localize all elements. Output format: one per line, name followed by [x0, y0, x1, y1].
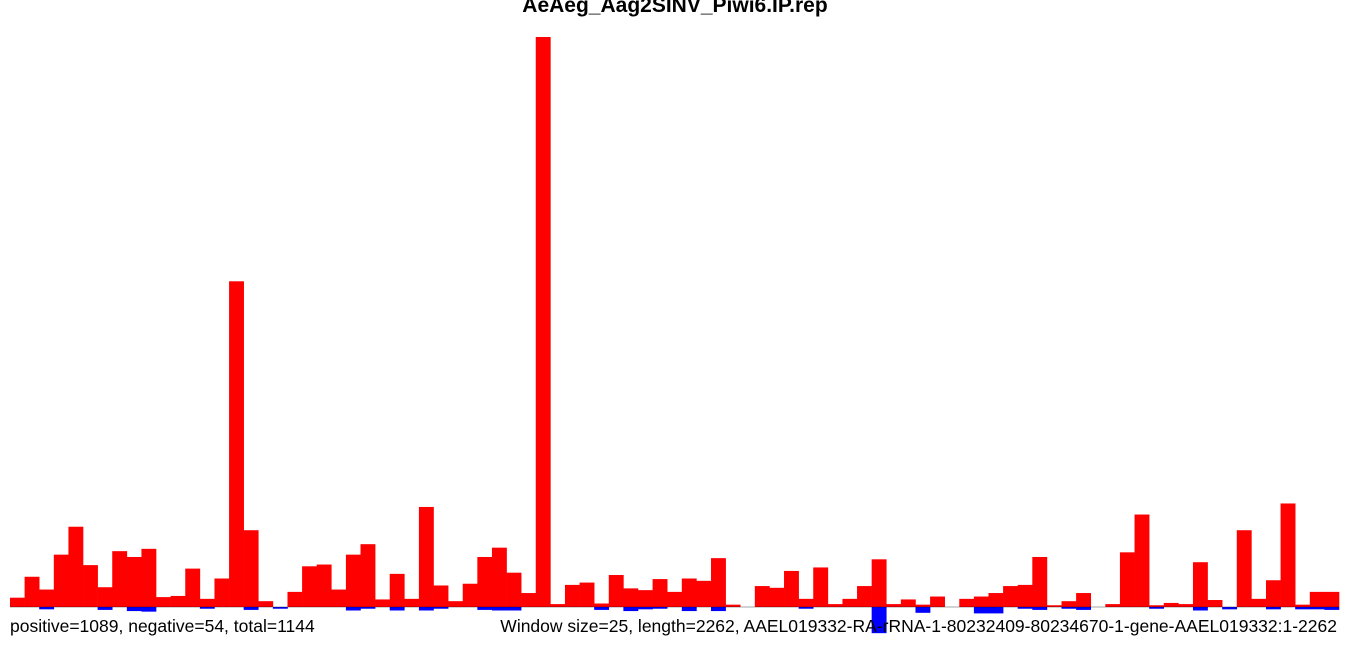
positive-bar	[959, 599, 974, 607]
positive-bar	[623, 588, 638, 607]
positive-bar	[346, 555, 361, 607]
positive-bar	[375, 599, 390, 607]
positive-bar	[141, 549, 156, 607]
caption-window-info: Window size=25, length=2262, AAEL019332-…	[500, 616, 1337, 636]
negative-bar	[711, 607, 726, 611]
positive-bar	[784, 571, 799, 607]
positive-bar	[536, 37, 551, 607]
positive-bar	[1237, 530, 1252, 607]
positive-bar	[390, 574, 405, 607]
positive-bar	[477, 557, 492, 607]
positive-bar	[769, 588, 784, 607]
positive-bar	[302, 566, 317, 607]
negative-bar	[1193, 607, 1208, 610]
positive-bar	[244, 530, 259, 607]
negative-bar	[974, 607, 989, 613]
positive-bar	[68, 527, 83, 607]
positive-bar	[696, 581, 711, 607]
positive-bar	[1003, 586, 1018, 607]
positive-bar	[1251, 599, 1266, 607]
positive-bar	[872, 559, 887, 607]
negative-bar	[492, 607, 507, 610]
positive-bar	[667, 592, 682, 607]
caption-counts: positive=1089, negative=54, total=1144	[10, 616, 315, 636]
negative-bar	[390, 607, 405, 610]
positive-bar	[988, 593, 1003, 607]
positive-bar	[1135, 515, 1150, 607]
negative-bar	[127, 607, 142, 611]
positive-bar	[10, 598, 25, 607]
positive-bar	[25, 577, 40, 607]
positive-bar	[112, 551, 127, 607]
positive-bar	[974, 597, 989, 607]
positive-bar	[1032, 557, 1047, 607]
chart-title: AeAeg_Aag2SINV_Piwi6.IP.rep	[522, 0, 827, 17]
positive-bar	[492, 548, 507, 607]
positive-bar	[594, 604, 609, 607]
positive-bar	[1076, 593, 1091, 607]
positive-bar	[901, 599, 916, 607]
positive-bar	[1266, 580, 1281, 607]
positive-bar	[185, 569, 200, 607]
negative-bar	[623, 607, 638, 611]
negative-bar	[141, 607, 156, 612]
positive-bar	[755, 586, 770, 607]
positive-bar	[171, 596, 186, 607]
positive-bar	[1193, 562, 1208, 607]
positive-bar	[200, 599, 215, 607]
positive-bar	[39, 590, 54, 607]
positive-bar	[258, 601, 273, 607]
positive-bar	[799, 599, 814, 607]
positive-bar	[565, 585, 580, 607]
positive-bar	[463, 584, 478, 607]
positive-bar	[448, 601, 463, 607]
positive-bar	[1062, 601, 1077, 607]
positive-bar	[214, 579, 229, 608]
positive-bar	[813, 567, 828, 607]
positive-bar	[287, 592, 302, 607]
positive-bar	[1324, 592, 1339, 607]
positive-bar	[1120, 552, 1135, 607]
positive-bar	[317, 565, 332, 607]
positive-bar	[1208, 600, 1223, 607]
positive-bar	[1281, 503, 1296, 607]
positive-bar	[54, 555, 69, 607]
positive-bar	[1310, 592, 1325, 607]
negative-bar	[988, 607, 1003, 613]
positive-bar	[404, 599, 419, 607]
positive-bar	[521, 593, 536, 607]
positive-bar	[331, 590, 346, 607]
positive-bar	[609, 575, 624, 607]
positive-bar	[1018, 585, 1033, 607]
positive-bar	[434, 585, 449, 607]
positive-bar	[857, 586, 872, 607]
positive-bar	[507, 573, 522, 607]
positive-bar	[653, 579, 668, 607]
negative-bar	[507, 607, 522, 610]
positive-bar	[638, 590, 653, 607]
negative-bar	[346, 607, 361, 610]
negative-bar	[419, 607, 434, 610]
positive-bar	[682, 579, 697, 608]
bars-group	[10, 37, 1339, 633]
positive-bar	[842, 599, 857, 607]
positive-bar	[419, 507, 434, 607]
negative-bar	[915, 607, 930, 613]
positive-bar	[1164, 603, 1179, 607]
negative-bar	[682, 607, 697, 611]
positive-bar	[127, 557, 142, 607]
positive-bar	[361, 544, 376, 607]
positive-bar	[711, 558, 726, 607]
positive-bar	[98, 587, 113, 607]
positive-bar	[83, 565, 98, 607]
positive-bar	[229, 281, 244, 607]
positive-bar	[930, 597, 945, 607]
positive-bar	[580, 583, 595, 607]
positive-bar	[156, 597, 171, 607]
